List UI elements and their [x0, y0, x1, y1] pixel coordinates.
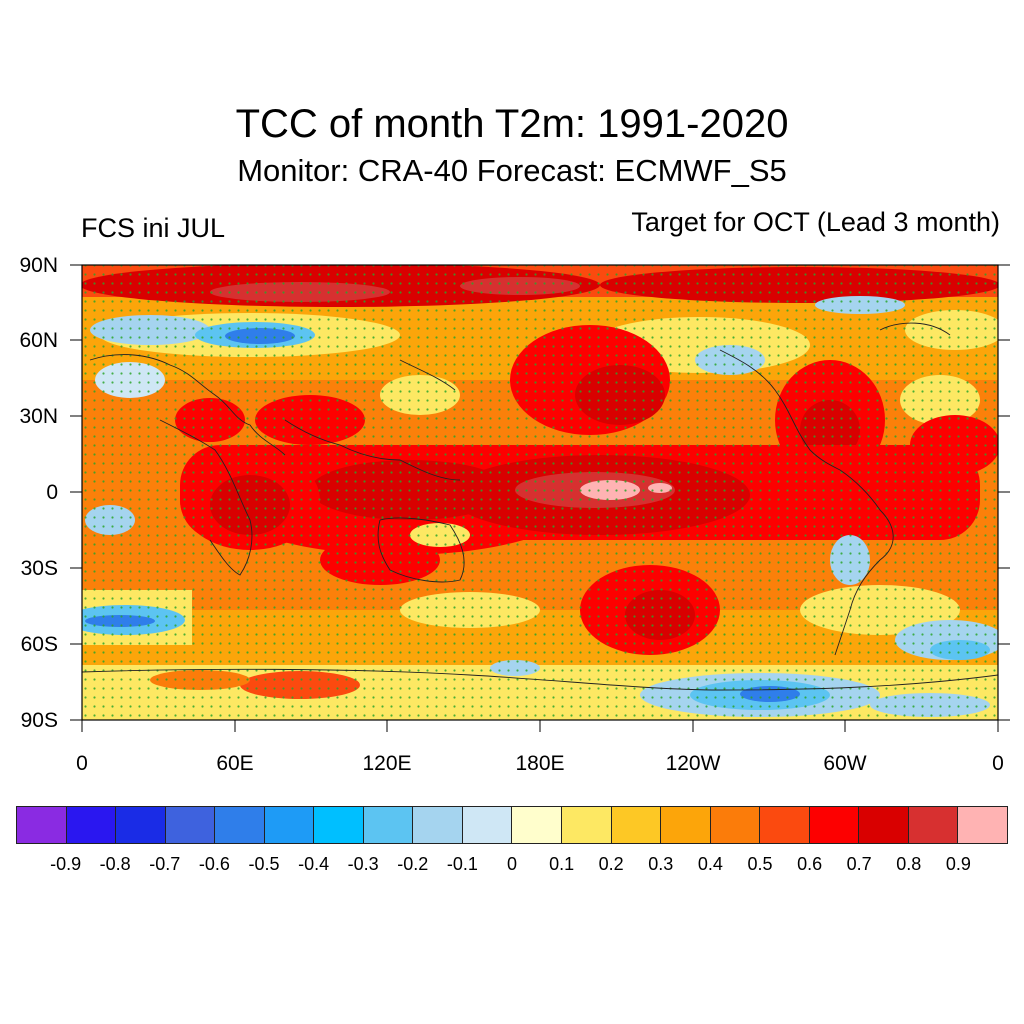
- lon-label: 60W: [823, 752, 867, 775]
- colorbar-label: 0.5: [747, 854, 773, 874]
- colorbar-label: -0.1: [446, 854, 478, 874]
- colorbar-swatch: [116, 807, 166, 843]
- colorbar-label: -0.6: [198, 854, 230, 874]
- colorbar-swatch: [413, 807, 463, 843]
- lon-label: 120E: [362, 752, 412, 775]
- colorbar-label: -0.7: [149, 854, 181, 874]
- tcc-map: [70, 264, 1010, 732]
- axis-ticks: [70, 264, 1010, 732]
- colorbar-swatch: [562, 807, 612, 843]
- colorbar-swatch: [462, 807, 513, 843]
- colorbar-label: -0.8: [99, 854, 131, 874]
- colorbar-swatch: [611, 807, 662, 843]
- colorbar-label: 0.6: [797, 854, 823, 874]
- init-month-label: FCS ini JUL: [81, 213, 226, 243]
- colorbar-swatch: [760, 807, 810, 843]
- lon-label: 120W: [665, 752, 721, 775]
- coastlines: [82, 322, 998, 691]
- map-title: TCC of month T2m: 1991-2020: [235, 102, 789, 146]
- colorbar-swatch: [958, 807, 1007, 843]
- colorbar-label: 0.3: [648, 854, 674, 874]
- lon-label: 180E: [515, 752, 565, 775]
- colorbar-swatch: [66, 807, 117, 843]
- colorbar-swatch: [512, 807, 563, 843]
- map-subtitle: Monitor: CRA-40 Forecast: ECMWF_S5: [237, 153, 787, 188]
- colorbar-label: -0.5: [248, 854, 280, 874]
- colorbar-swatch: [314, 807, 364, 843]
- colorbar-swatch: [264, 807, 315, 843]
- lat-label: 60N: [19, 329, 58, 352]
- colorbar-label: -0.3: [347, 854, 379, 874]
- colorbar-swatch: [17, 807, 67, 843]
- colorbar-swatch: [809, 807, 860, 843]
- field-layer: [82, 265, 998, 720]
- lon-label: 60E: [216, 752, 254, 775]
- colorbar-label: 0.1: [549, 854, 575, 874]
- lat-label: 30N: [19, 405, 58, 428]
- target-month-label: Target for OCT (Lead 3 month): [631, 207, 1000, 237]
- colorbar-swatch: [363, 807, 414, 843]
- colorbar-label: 0: [506, 854, 517, 874]
- colorbar-label: 0.8: [896, 854, 922, 874]
- colorbar-label: 0.4: [697, 854, 723, 874]
- colorbar-label: 0.9: [945, 854, 971, 874]
- colorbar-label: -0.4: [298, 854, 330, 874]
- lon-label: 0: [992, 752, 1004, 775]
- colorbar-swatch: [710, 807, 761, 843]
- lon-label: 0: [76, 752, 88, 775]
- colorbar-label: 0.2: [598, 854, 624, 874]
- colorbar-swatch: [165, 807, 216, 843]
- lat-label: 90N: [19, 254, 58, 277]
- lat-label: 30S: [20, 557, 58, 580]
- lat-label: 60S: [20, 633, 58, 656]
- colorbar: [16, 806, 1008, 844]
- colorbar-swatch: [859, 807, 909, 843]
- colorbar-swatch: [908, 807, 959, 843]
- colorbar-swatch: [661, 807, 711, 843]
- colorbar-label: -0.2: [397, 854, 429, 874]
- lat-label: 90S: [20, 709, 58, 732]
- lat-label: 0: [46, 481, 58, 504]
- colorbar-swatch: [215, 807, 265, 843]
- colorbar-label: -0.9: [50, 854, 82, 874]
- colorbar-label: 0.7: [846, 854, 872, 874]
